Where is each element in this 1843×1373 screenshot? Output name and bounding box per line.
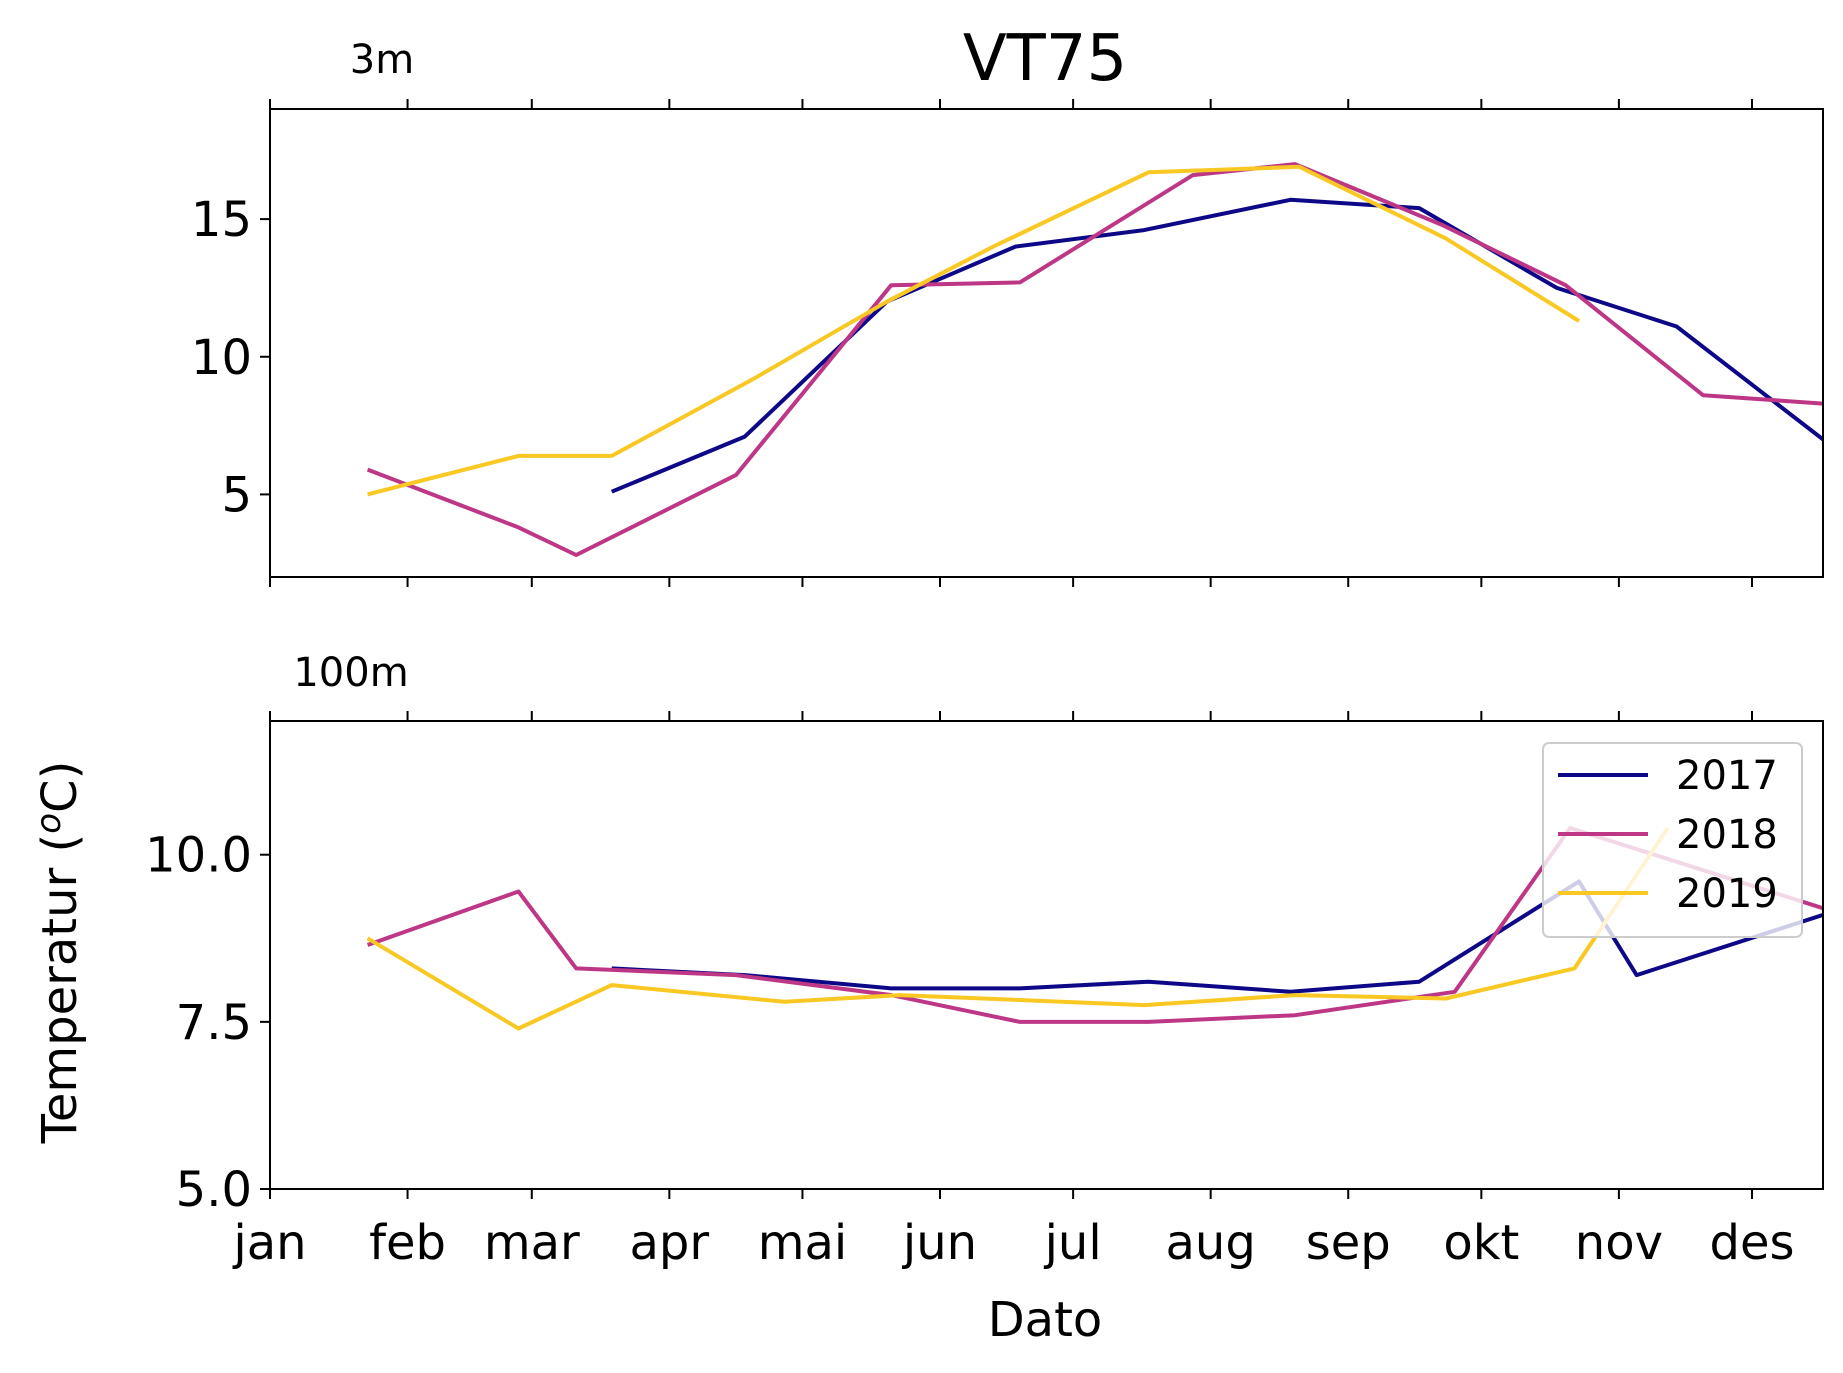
panel-3m-ticks: 5 10 15: [191, 99, 1754, 587]
series-line-100m-2019: [366, 826, 1670, 1031]
x-tick-label-aug: aug: [1166, 1215, 1256, 1271]
y-tick-label-3m: 15: [191, 192, 252, 248]
x-tick-label-jul: jul: [1044, 1215, 1102, 1271]
series-line-100m-2018: [366, 826, 1823, 1024]
y-tick-label-100m: 5.0: [176, 1162, 252, 1218]
panel-label-3m: 3m: [350, 37, 414, 83]
panel-100m-ticks: 5.0 7.5 10.0: [145, 711, 1754, 1218]
legend-label-2019: 2019: [1676, 871, 1778, 917]
x-tick-label-mar: mar: [484, 1215, 580, 1271]
panel-100m-axes-frame: [269, 720, 1824, 1190]
legend-label-2018: 2018: [1676, 812, 1778, 858]
y-tick-label-100m: 7.5: [176, 995, 252, 1051]
x-tick-label-sep: sep: [1306, 1215, 1391, 1271]
series-line-3m-2018: [366, 162, 1823, 557]
x-tick-label-nov: nov: [1575, 1215, 1663, 1271]
y-tick-label-3m: 5: [221, 467, 252, 523]
legend: 2017 2018 2019: [1542, 742, 1803, 938]
series-line-3m-2019: [367, 164, 1581, 497]
panel-3m-axes-frame: [269, 108, 1824, 578]
panel-3m: 3m 5 10 15: [191, 37, 1824, 587]
x-tick-label-feb: feb: [369, 1215, 446, 1271]
series-line-3m-2017: [610, 197, 1823, 494]
y-tick-label-3m: 10: [191, 330, 252, 386]
y-axis-label: Temperatur (oC): [29, 761, 88, 1145]
y-tick-label-100m: 10.0: [145, 828, 252, 884]
x-tick-label-mai: mai: [758, 1215, 848, 1271]
chart-title: VT75: [963, 22, 1127, 96]
x-tick-label-des: des: [1709, 1215, 1794, 1271]
x-tick-label-jan: jan: [232, 1215, 306, 1271]
x-axis-label: Dato: [988, 1292, 1103, 1348]
x-tick-label-okt: okt: [1443, 1215, 1519, 1271]
x-tick-label-jun: jun: [902, 1215, 977, 1271]
legend-box: [1542, 742, 1803, 938]
x-tick-labels: jan feb mar apr mai jun jul aug sep okt nov des: [232, 1215, 1794, 1271]
panel-3m-series: [366, 162, 1823, 557]
legend-label-2017: 2017: [1676, 753, 1778, 799]
panel-100m: 100m 5.0 7.5 10.0: [145, 650, 1824, 1218]
panel-label-100m: 100m: [293, 650, 408, 696]
x-tick-label-apr: apr: [630, 1215, 710, 1271]
